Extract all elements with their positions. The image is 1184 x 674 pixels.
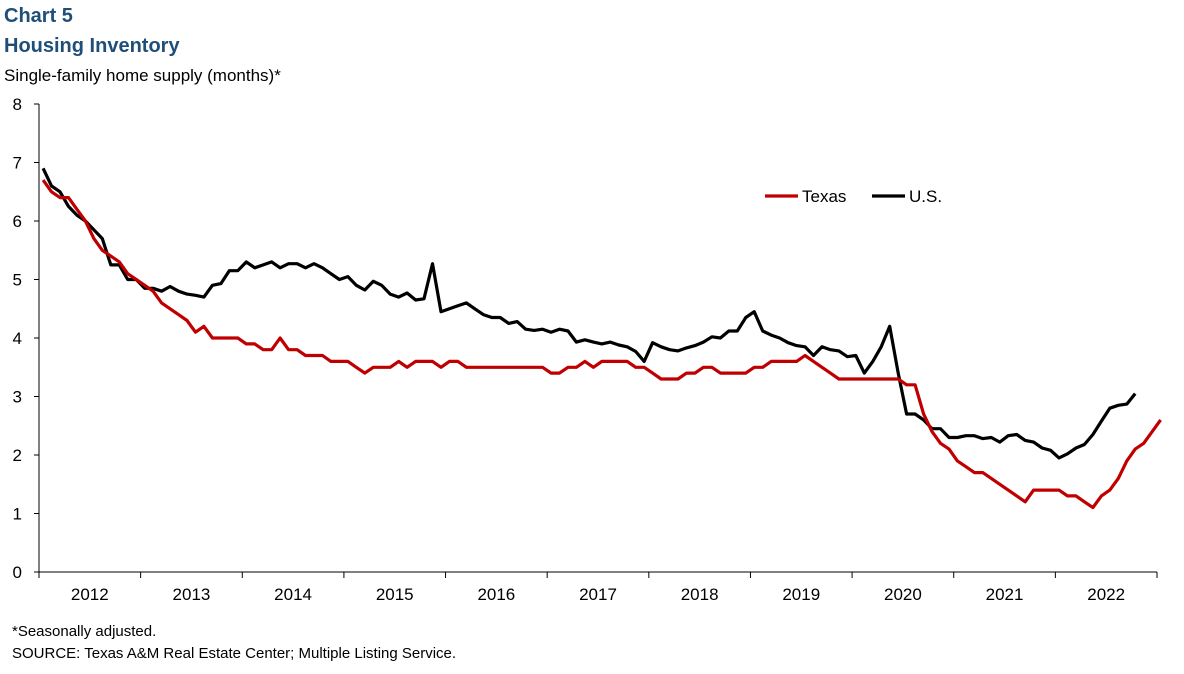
series-lines (41, 167, 1162, 510)
x-tick-label: 2022 (1087, 585, 1125, 604)
x-tick-label: 2017 (579, 585, 617, 604)
y-tick-label: 4 (13, 329, 22, 348)
x-tick-label: 2021 (986, 585, 1024, 604)
y-tick-label: 7 (13, 154, 22, 173)
legend: Texas U.S. (765, 187, 942, 206)
y-tick-label: 1 (13, 505, 22, 524)
x-tick-label: 2020 (884, 585, 922, 604)
chart-number: Chart 5 (4, 5, 73, 27)
chart-title: Housing Inventory (4, 35, 180, 57)
y-tick-label: 5 (13, 271, 22, 290)
axes: 0 1 2 3 4 5 6 7 8 2012 2013 2014 2015 2016 2017 2018 201… (13, 95, 1158, 604)
x-tick-label: 2019 (782, 585, 820, 604)
source-note: SOURCE: Texas A&M Real Estate Center; Mu… (12, 645, 457, 662)
y-tick-label: 6 (13, 212, 22, 231)
y-tick-label: 2 (13, 446, 22, 465)
series-line-u-s (41, 167, 1137, 460)
legend-label-u-s: U.S. (909, 187, 942, 206)
y-tick-label: 3 (13, 388, 22, 407)
y-tick-label: 8 (13, 95, 22, 114)
y-axis-label: Single-family home supply (months)* (4, 66, 281, 85)
y-tick-label: 0 (13, 563, 22, 582)
legend-label-texas: Texas (802, 187, 846, 206)
x-tick-label: 2015 (376, 585, 414, 604)
footnote: *Seasonally adjusted. (12, 623, 157, 640)
x-tick-label: 2012 (71, 585, 109, 604)
x-tick-label: 2018 (681, 585, 719, 604)
x-tick-label: 2016 (477, 585, 515, 604)
x-tick-label: 2014 (274, 585, 312, 604)
x-tick-label: 2013 (173, 585, 211, 604)
series-line-texas (41, 179, 1162, 510)
